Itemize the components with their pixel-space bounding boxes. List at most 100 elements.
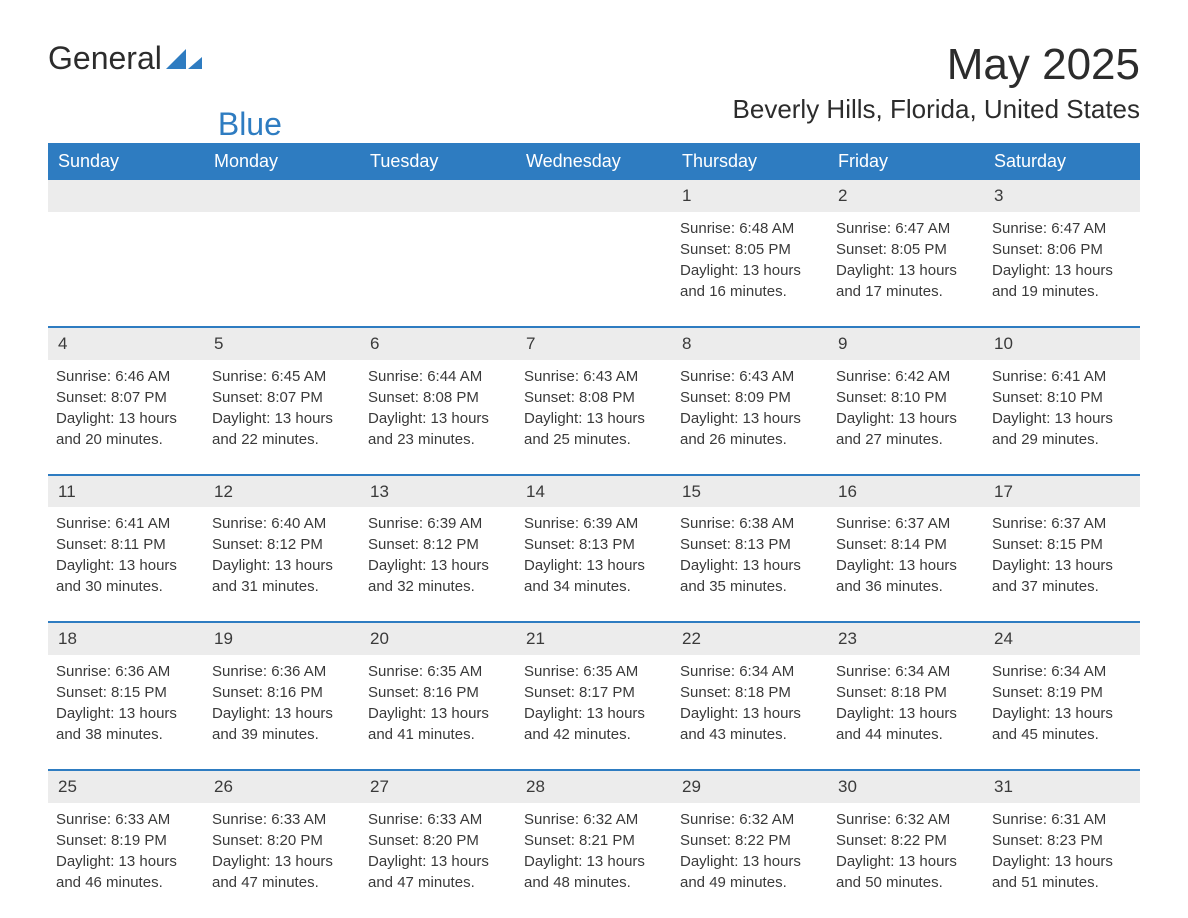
day-number: 1 <box>672 180 828 212</box>
sunrise-text: Sunrise: 6:43 AM <box>524 366 664 387</box>
weekday-header: Wednesday <box>516 143 672 180</box>
day-number <box>360 180 516 212</box>
sunset-text: Sunset: 8:13 PM <box>680 534 820 555</box>
sunrise-text: Sunrise: 6:33 AM <box>212 809 352 830</box>
daylight-text: Daylight: 13 hours and 34 minutes. <box>524 555 664 597</box>
sunset-text: Sunset: 8:05 PM <box>680 239 820 260</box>
day-number: 21 <box>516 623 672 655</box>
calendar-day-cell: 4Sunrise: 6:46 AMSunset: 8:07 PMDaylight… <box>48 327 204 475</box>
calendar-day-cell: 9 Sunrise: 6:42 AMSunset: 8:10 PMDaylight… <box>828 327 984 475</box>
sunrise-text: Sunrise: 6:32 AM <box>524 809 664 830</box>
calendar-day-cell: 14Sunrise: 6:39 AMSunset: 8:13 PMDayligh… <box>516 475 672 623</box>
sunset-text: Sunset: 8:23 PM <box>992 830 1132 851</box>
sunset-text: Sunset: 8:22 PM <box>680 830 820 851</box>
daylight-text: Daylight: 13 hours and 37 minutes. <box>992 555 1132 597</box>
daylight-text: Daylight: 13 hours and 50 minutes. <box>836 851 976 893</box>
sunrise-text: Sunrise: 6:32 AM <box>836 809 976 830</box>
day-number: 27 <box>360 771 516 803</box>
day-number: 7 <box>516 328 672 360</box>
sunrise-text: Sunrise: 6:34 AM <box>992 661 1132 682</box>
sunset-text: Sunset: 8:11 PM <box>56 534 196 555</box>
sunrise-text: Sunrise: 6:48 AM <box>680 218 820 239</box>
calendar-day-cell: 30Sunrise: 6:32 AMSunset: 8:22 PMDayligh… <box>828 770 984 917</box>
daylight-text: Daylight: 13 hours and 47 minutes. <box>368 851 508 893</box>
sunrise-text: Sunrise: 6:45 AM <box>212 366 352 387</box>
calendar-day-cell: 15Sunrise: 6:38 AMSunset: 8:13 PMDayligh… <box>672 475 828 623</box>
sunrise-text: Sunrise: 6:39 AM <box>524 513 664 534</box>
daylight-text: Daylight: 13 hours and 23 minutes. <box>368 408 508 450</box>
weekday-header: Saturday <box>984 143 1140 180</box>
calendar-day-cell: 10Sunrise: 6:41 AMSunset: 8:10 PMDayligh… <box>984 327 1140 475</box>
calendar-day-cell: 17Sunrise: 6:37 AMSunset: 8:15 PMDayligh… <box>984 475 1140 623</box>
sunset-text: Sunset: 8:19 PM <box>56 830 196 851</box>
sunset-text: Sunset: 8:13 PM <box>524 534 664 555</box>
sunrise-text: Sunrise: 6:37 AM <box>836 513 976 534</box>
sunset-text: Sunset: 8:08 PM <box>524 387 664 408</box>
day-number: 18 <box>48 623 204 655</box>
day-number: 8 <box>672 328 828 360</box>
calendar-day-cell: 2Sunrise: 6:47 AMSunset: 8:05 PMDaylight… <box>828 180 984 327</box>
daylight-text: Daylight: 13 hours and 16 minutes. <box>680 260 820 302</box>
day-number: 29 <box>672 771 828 803</box>
header-row: General May 2025 <box>48 40 1140 90</box>
calendar-table: Sunday Monday Tuesday Wednesday Thursday… <box>48 143 1140 917</box>
day-number: 9 <box>828 328 984 360</box>
day-number: 24 <box>984 623 1140 655</box>
sunrise-text: Sunrise: 6:44 AM <box>368 366 508 387</box>
day-number: 23 <box>828 623 984 655</box>
calendar-day-cell: 20Sunrise: 6:35 AMSunset: 8:16 PMDayligh… <box>360 622 516 770</box>
sunrise-text: Sunrise: 6:35 AM <box>368 661 508 682</box>
sunset-text: Sunset: 8:10 PM <box>836 387 976 408</box>
sunset-text: Sunset: 8:17 PM <box>524 682 664 703</box>
calendar-day-cell: 22Sunrise: 6:34 AMSunset: 8:18 PMDayligh… <box>672 622 828 770</box>
daylight-text: Daylight: 13 hours and 43 minutes. <box>680 703 820 745</box>
weekday-header: Friday <box>828 143 984 180</box>
sunset-text: Sunset: 8:12 PM <box>368 534 508 555</box>
daylight-text: Daylight: 13 hours and 41 minutes. <box>368 703 508 745</box>
daylight-text: Daylight: 13 hours and 32 minutes. <box>368 555 508 597</box>
sunrise-text: Sunrise: 6:47 AM <box>836 218 976 239</box>
sunset-text: Sunset: 8:15 PM <box>992 534 1132 555</box>
calendar-day-cell: 29Sunrise: 6:32 AMSunset: 8:22 PMDayligh… <box>672 770 828 917</box>
sunset-text: Sunset: 8:10 PM <box>992 387 1132 408</box>
calendar-day-cell: 6Sunrise: 6:44 AMSunset: 8:08 PMDaylight… <box>360 327 516 475</box>
daylight-text: Daylight: 13 hours and 42 minutes. <box>524 703 664 745</box>
calendar-day-cell: 19Sunrise: 6:36 AMSunset: 8:16 PMDayligh… <box>204 622 360 770</box>
calendar-day-cell: 8Sunrise: 6:43 AMSunset: 8:09 PMDaylight… <box>672 327 828 475</box>
sunset-text: Sunset: 8:06 PM <box>992 239 1132 260</box>
weekday-header-row: Sunday Monday Tuesday Wednesday Thursday… <box>48 143 1140 180</box>
calendar-day-cell: 13Sunrise: 6:39 AMSunset: 8:12 PMDayligh… <box>360 475 516 623</box>
daylight-text: Daylight: 13 hours and 48 minutes. <box>524 851 664 893</box>
calendar-day-cell: 23Sunrise: 6:34 AMSunset: 8:18 PMDayligh… <box>828 622 984 770</box>
daylight-text: Daylight: 13 hours and 36 minutes. <box>836 555 976 597</box>
day-number: 13 <box>360 476 516 508</box>
day-number: 25 <box>48 771 204 803</box>
sunset-text: Sunset: 8:15 PM <box>56 682 196 703</box>
day-number: 28 <box>516 771 672 803</box>
sunset-text: Sunset: 8:18 PM <box>680 682 820 703</box>
daylight-text: Daylight: 13 hours and 27 minutes. <box>836 408 976 450</box>
sunrise-text: Sunrise: 6:47 AM <box>992 218 1132 239</box>
weekday-header: Sunday <box>48 143 204 180</box>
location-text: Beverly Hills, Florida, United States <box>733 94 1140 125</box>
weekday-header: Tuesday <box>360 143 516 180</box>
sunrise-text: Sunrise: 6:31 AM <box>992 809 1132 830</box>
day-number: 12 <box>204 476 360 508</box>
day-number: 11 <box>48 476 204 508</box>
sunrise-text: Sunrise: 6:36 AM <box>56 661 196 682</box>
day-number: 22 <box>672 623 828 655</box>
sunset-text: Sunset: 8:19 PM <box>992 682 1132 703</box>
daylight-text: Daylight: 13 hours and 29 minutes. <box>992 408 1132 450</box>
sunset-text: Sunset: 8:22 PM <box>836 830 976 851</box>
calendar-day-cell: 16Sunrise: 6:37 AMSunset: 8:14 PMDayligh… <box>828 475 984 623</box>
calendar-day-cell <box>516 180 672 327</box>
day-number: 26 <box>204 771 360 803</box>
calendar-week-row: 18 Sunrise: 6:36 AMSunset: 8:15 PM Dayligh… <box>48 622 1140 770</box>
sunrise-text: Sunrise: 6:37 AM <box>992 513 1132 534</box>
sunrise-text: Sunrise: 6:42 AM <box>836 366 976 387</box>
calendar-week-row: 4Sunrise: 6:46 AMSunset: 8:07 PMDaylight… <box>48 327 1140 475</box>
day-number <box>516 180 672 212</box>
day-number: 3 <box>984 180 1140 212</box>
daylight-text: Daylight: 13 hours and 17 minutes. <box>836 260 976 302</box>
calendar-day-cell: 11Sunrise: 6:41 AMSunset: 8:11 PMDayligh… <box>48 475 204 623</box>
